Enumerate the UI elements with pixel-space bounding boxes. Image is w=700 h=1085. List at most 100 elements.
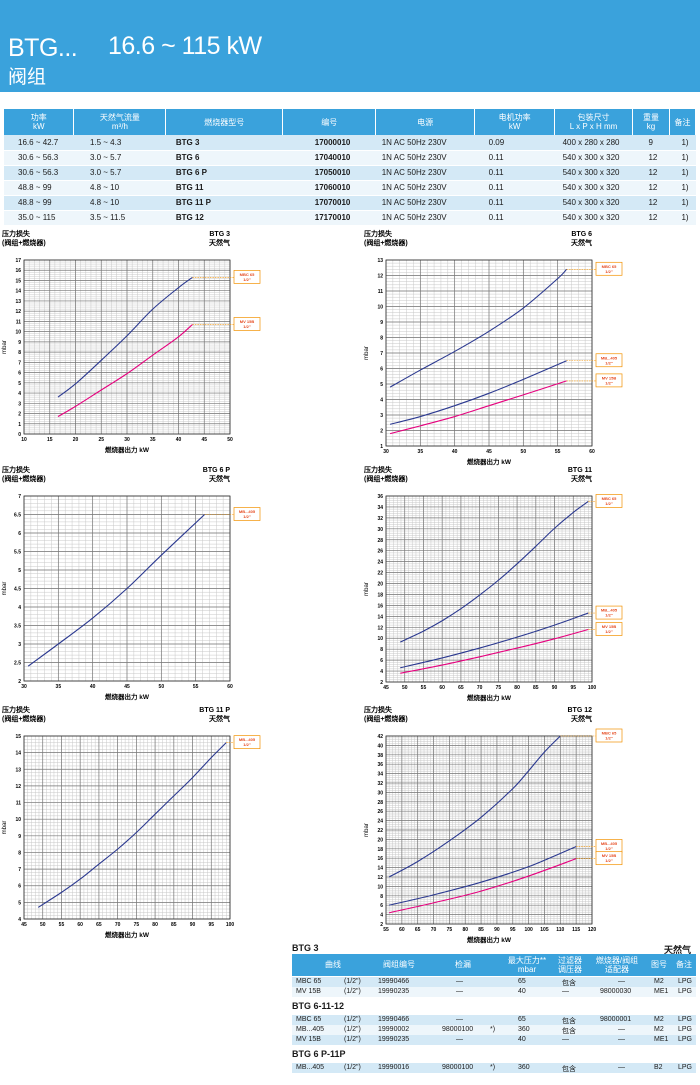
spec-cell: 3.5 ~ 11.5 (73, 210, 166, 226)
series-label: 1/2" (605, 269, 613, 274)
chart-title: 压力损失 (364, 229, 393, 238)
x-tick-label: 65 (415, 927, 421, 933)
x-tick-label: 55 (383, 927, 389, 933)
x-tick-label: 45 (21, 922, 27, 928)
spec-cell: 9 (632, 135, 670, 151)
x-tick-label: 65 (458, 685, 464, 691)
series-label: 1/2" (243, 514, 251, 519)
plot-frame (385, 495, 593, 683)
y-tick-label: 4 (18, 391, 21, 397)
y-tick-label: 7 (18, 867, 21, 873)
y-tick-label: 5 (18, 381, 21, 387)
y-tick-label: 12 (15, 309, 21, 315)
spec-row: 48.8 ~ 99 4.8 ~ 10 BTG 11 17060010 1N AC 50H… (4, 180, 696, 196)
valve-header-row: 曲线 阀组编号 检漏 最大压力** mbar 过滤器 调压器 燃烧器/阀组 适配器 图号 备注 (292, 954, 696, 976)
valve-header-cell: 过滤器 调压器 (558, 956, 582, 974)
series-label-box (595, 605, 623, 620)
y-tick-label: 4 (18, 605, 21, 611)
chart-title: 压力损失 (2, 229, 31, 238)
spec-cell: 0.11 (474, 165, 555, 181)
valve-cell: 19990466 (378, 978, 410, 985)
series-label: MBC 65 (602, 496, 617, 501)
spec-cell: 30.6 ~ 56.3 (4, 150, 74, 166)
spec-cell: 1N AC 50Hz 230V (375, 210, 475, 226)
valve-header-cell: 燃烧器/阀组 适配器 (595, 956, 639, 974)
y-tick-label: 20 (377, 582, 383, 588)
valve-header-cell: 图号 (651, 960, 667, 969)
spec-cell: 3.0 ~ 5.7 (73, 165, 166, 181)
valve-cell: MBC 65 (296, 978, 322, 985)
valve-cell: (1/2") (344, 988, 361, 995)
valve-cell: 包含 (562, 1018, 576, 1025)
spec-row: 35.0 ~ 115 3.5 ~ 11.5 BTG 12 17170010 1N AC … (4, 210, 696, 226)
series-line (389, 268, 567, 388)
spec-cell: BTG 11 P (165, 195, 283, 211)
y-axis-label: mbar (2, 582, 8, 596)
y-tick-label: 24 (377, 819, 383, 825)
series-label: 1/2" (605, 613, 613, 618)
y-tick-label: 26 (377, 809, 383, 815)
x-tick-label: 50 (521, 449, 527, 455)
valve-cell: LPG (678, 988, 693, 995)
x-tick-label: 55 (59, 922, 65, 928)
y-tick-label: 5 (18, 900, 21, 906)
spec-cell: 0.11 (474, 150, 555, 166)
spec-cell: 1) (669, 165, 696, 181)
x-tick-label: 85 (533, 685, 539, 691)
x-tick-label: 10 (21, 437, 27, 443)
spec-header-cell: 备注 (669, 109, 697, 135)
plot-frame (23, 259, 231, 435)
series-label-box (595, 851, 623, 866)
series-label: MBC 65 (602, 264, 617, 269)
pressure-loss-chart: 30 35 40 45 50 55 6012345678910111213压力损失(阀组+燃… (364, 229, 623, 466)
valve-cell: 19990235 (378, 988, 410, 995)
y-tick-label: 4 (380, 398, 383, 404)
y-tick-label: 34 (377, 505, 383, 511)
valve-row: MBC 65 (1/2") 19990466 — 65 包含 98000001 M2 LPG (292, 1015, 696, 1025)
y-tick-label: 3 (18, 642, 21, 648)
x-tick-label: 100 (588, 685, 597, 691)
series-label-box (595, 261, 623, 276)
spec-cell: 1) (669, 195, 696, 211)
spec-header-cell: 电机功率 kW (474, 109, 556, 135)
y-tick-label: 8 (380, 894, 383, 900)
series-label: 1/2" (243, 277, 251, 282)
y-axis-label: mbar (2, 340, 8, 354)
valve-cell: 包含 (562, 1066, 576, 1073)
y-tick-label: 16 (377, 603, 383, 609)
x-tick-label: 95 (208, 922, 214, 928)
valve-group-title: BTG 6 P-11P (292, 1049, 346, 1059)
y-tick-label: 10 (377, 305, 383, 311)
x-tick-label: 95 (570, 685, 576, 691)
x-tick-label: 70 (431, 927, 437, 933)
spec-cell: 48.8 ~ 99 (4, 195, 74, 211)
y-tick-label: 13 (15, 299, 21, 305)
plot-frame (23, 735, 231, 920)
y-tick-label: 11 (16, 319, 22, 325)
y-tick-label: 32 (377, 781, 383, 787)
valve-cell: *) (490, 1026, 496, 1033)
valve-header-cell: 检漏 (455, 960, 471, 969)
valve-row: MV 15B (1/2") 19990235 — 40 — 98000030 ME1 LPG (292, 987, 696, 997)
valve-cell: 包含 (562, 980, 576, 987)
y-tick-label: 7 (18, 360, 21, 366)
valve-header-cell: 曲线 (325, 960, 341, 969)
y-tick-label: 2 (18, 679, 21, 685)
y-tick-label: 6 (18, 884, 21, 890)
chart-subtitle: (阀组+燃烧器) (364, 474, 408, 483)
series-line (399, 501, 589, 643)
spec-row: 30.6 ~ 56.3 3.0 ~ 5.7 BTG 6 17040010 1N AC 5… (4, 150, 696, 166)
x-tick-label: 35 (418, 449, 424, 455)
valve-cell: B2 (654, 1064, 663, 1071)
series-line (389, 858, 577, 914)
series-label: 1/2" (243, 324, 251, 329)
series-label: MV 15B (602, 624, 617, 629)
valve-cell: LPG (678, 1064, 693, 1071)
spec-cell: 12 (632, 195, 670, 211)
y-axis-label: mbar (364, 582, 370, 596)
pressure-loss-chart: 30 35 40 45 50 55 60 2 2.5 3 3.5 4 4.5 5 5.5 6 6.5 7 压力损失(… (2, 465, 261, 701)
chart-subtitle: (阀组+燃烧器) (2, 474, 46, 483)
x-tick-label: 115 (572, 927, 580, 933)
x-tick-label: 90 (190, 922, 196, 928)
series-label-box (595, 622, 623, 636)
